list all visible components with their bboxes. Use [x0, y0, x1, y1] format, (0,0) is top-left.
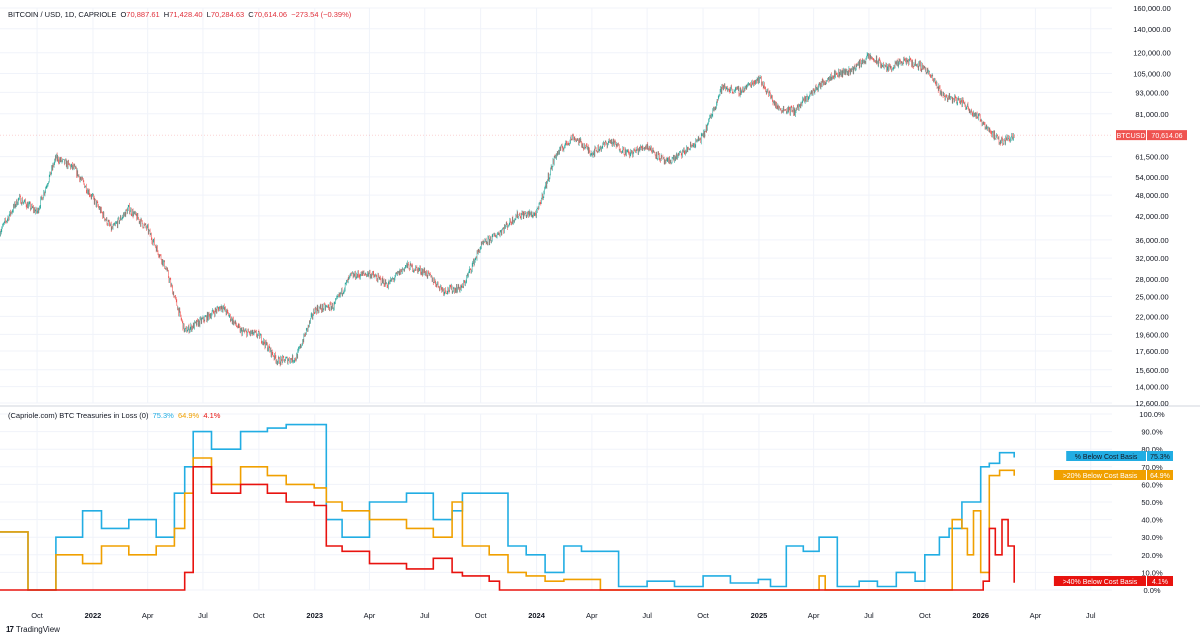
low-label: L	[206, 10, 211, 19]
time-axis-label: 2025	[751, 611, 768, 620]
indicator-axis-label: 20.0%	[1141, 551, 1163, 560]
time-axis-label: Oct	[697, 611, 710, 620]
series-name-tag	[1053, 576, 1146, 586]
time-axis-label: Apr	[808, 611, 820, 620]
indicator-legend: (Capriole.com) BTC Treasuries in Loss (0…	[8, 411, 222, 420]
time-axis-label: 2023	[306, 611, 323, 620]
change-value: −273.54 (−0.39%)	[291, 10, 352, 19]
series-value-tag-text: 4.1%	[1152, 579, 1168, 586]
symbol-tag-text: BTCUSD	[1117, 133, 1146, 140]
series-name-tag	[1066, 451, 1146, 461]
price-tag	[1147, 130, 1187, 141]
price-axis-label: 36,000.00	[1135, 236, 1168, 245]
low-value: 70,284.63	[210, 10, 245, 19]
indicator-title[interactable]: (Capriole.com) BTC Treasuries in Loss (0…	[8, 411, 149, 420]
indicator-axis-label: 30.0%	[1141, 533, 1163, 542]
indicator-axis-label: 10.0%	[1141, 568, 1163, 577]
price-axis-label: 120,000.00	[1133, 49, 1171, 58]
tradingview-text: TradingView	[15, 625, 60, 634]
time-axis-label: Jul	[642, 611, 652, 620]
price-axis-label: 17,600.00	[1135, 347, 1168, 356]
price-tag-text: 70,614.06	[1151, 133, 1182, 140]
time-axis-label: Oct	[253, 611, 266, 620]
high-value: 71,428.40	[169, 10, 203, 19]
price-axis-label: 61,500.00	[1135, 153, 1168, 162]
price-axis-label: 160,000.00	[1133, 4, 1171, 13]
indicator-axis-label: 60.0%	[1141, 480, 1163, 489]
open-value: 70,887.61	[126, 10, 160, 19]
time-axis-label: Apr	[142, 611, 154, 620]
series-name-tag	[1053, 470, 1146, 480]
price-axis-label: 32,000.00	[1135, 254, 1168, 263]
time-axis-label: 2022	[85, 611, 102, 620]
time-axis-label: Jul	[420, 611, 430, 620]
series-name-tag-text: >40% Below Cost Basis	[1063, 579, 1138, 586]
symbol-tag[interactable]	[1116, 130, 1146, 141]
price-axis-label: 54,000.00	[1135, 173, 1168, 182]
price-legend: BITCOIN / USD, 1D, CAPRIOLE O70,887.61 H…	[8, 10, 353, 19]
high-label: H	[163, 10, 170, 19]
series-value-tag	[1147, 470, 1173, 480]
series-name-tag-text: >20% Below Cost Basis	[1063, 473, 1138, 480]
indicator-series-line	[0, 423, 1015, 591]
price-axis-label: 93,000.00	[1135, 88, 1168, 97]
price-axis-label: 14,000.00	[1135, 383, 1168, 392]
close-value: 70,614.06	[253, 10, 288, 19]
series-value-tag-text: 75.3%	[1150, 454, 1170, 461]
price-axis-label: 105,000.00	[1133, 69, 1171, 78]
indicator-value-3: 4.1%	[203, 411, 221, 420]
price-axis-label: 81,000.00	[1135, 110, 1168, 119]
indicator-axis-label: 70.0%	[1141, 463, 1163, 472]
series-value-tag-text: 64.9%	[1150, 473, 1170, 480]
indicator-value-2: 64.9%	[177, 411, 200, 420]
series-name-tag-text: % Below Cost Basis	[1075, 454, 1138, 461]
indicator-axis-label: 90.0%	[1141, 428, 1163, 437]
indicator-axis-label: 100.0%	[1139, 410, 1165, 419]
indicator-axis-label: 0.0%	[1143, 586, 1160, 595]
time-axis-label: Jul	[864, 611, 874, 620]
time-axis-label: Oct	[475, 611, 488, 620]
open-label: O	[120, 10, 127, 19]
indicator-series-line	[0, 457, 1015, 591]
indicator-series-line	[0, 466, 1015, 591]
time-axis-label: Apr	[586, 611, 598, 620]
price-axis-label: 15,600.00	[1135, 366, 1168, 375]
price-axis-label: 22,000.00	[1135, 312, 1168, 321]
series-value-tag	[1147, 576, 1173, 586]
price-axis-label: 48,000.00	[1135, 191, 1168, 200]
series-value-tag	[1147, 451, 1173, 461]
indicator-axis-label: 80.0%	[1141, 445, 1163, 454]
symbol-title[interactable]: BITCOIN / USD, 1D, CAPRIOLE	[8, 10, 117, 19]
time-axis-label: Jul	[198, 611, 208, 620]
indicator-axis-label: 40.0%	[1141, 516, 1163, 525]
price-axis-label: 140,000.00	[1133, 25, 1171, 34]
time-axis-label: Jul	[1086, 611, 1096, 620]
time-axis-label: 2026	[972, 611, 989, 620]
price-axis-label: 28,000.00	[1135, 275, 1168, 284]
time-axis-label: Oct	[31, 611, 44, 620]
price-axis-label: 25,000.00	[1135, 293, 1168, 302]
tradingview-brand[interactable]: 17 TradingView	[6, 625, 60, 634]
price-axis-label: 19,600.00	[1135, 330, 1168, 339]
time-axis-label: Oct	[919, 611, 932, 620]
indicator-value-1: 75.3%	[152, 411, 174, 420]
price-axis-label: 42,000.00	[1135, 212, 1168, 221]
time-axis-label: Apr	[1030, 611, 1042, 620]
indicator-axis-label: 50.0%	[1141, 498, 1163, 507]
close-label: C	[248, 10, 254, 19]
price-axis-label: 12,600.00	[1135, 399, 1168, 408]
time-axis-label: 2024	[528, 611, 546, 620]
time-axis-label: Apr	[364, 611, 376, 620]
tradingview-logo-icon: 17	[6, 625, 14, 634]
